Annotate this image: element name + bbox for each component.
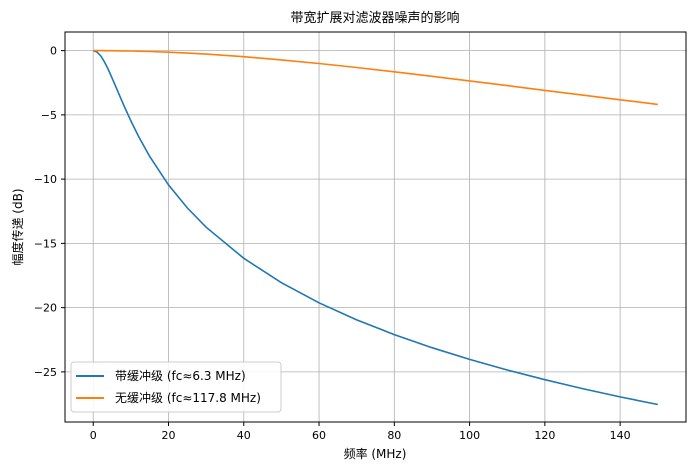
chart-title: 带宽扩展对滤波器噪声的影响: [290, 10, 459, 26]
y-tick-label: −10: [34, 173, 57, 186]
legend-label-unbuffered: 无缓冲级 (fc≈117.8 MHz): [115, 390, 261, 405]
y-tick-label: −15: [34, 237, 57, 250]
x-tick-label: 120: [534, 429, 555, 442]
x-tick-label: 80: [387, 429, 401, 442]
x-tick-label: 20: [162, 429, 176, 442]
series-line-1: [93, 49, 658, 106]
axes-frame: [64, 31, 687, 423]
y-tick-label: −5: [41, 109, 57, 122]
legend: 带缓冲级 (fc≈6.3 MHz) 无缓冲级 (fc≈117.8 MHz): [70, 361, 282, 413]
x-tick-label: 100: [459, 429, 480, 442]
x-tick-label: 140: [610, 429, 631, 442]
y-tick-label: −25: [34, 366, 57, 379]
y-tick-label: 0: [50, 45, 57, 58]
series-line-0: [92, 49, 658, 406]
x-tick-label: 40: [237, 429, 251, 442]
legend-box: [70, 361, 282, 413]
y-axis-label: 幅度传递 (dB): [10, 188, 25, 265]
x-tick-label: 60: [312, 429, 326, 442]
x-axis-label: 频率 (MHz): [344, 446, 407, 461]
y-tick-label: −20: [34, 302, 57, 315]
x-tick-label: 0: [90, 429, 97, 442]
legend-label-buffered: 带缓冲级 (fc≈6.3 MHz): [115, 368, 246, 383]
